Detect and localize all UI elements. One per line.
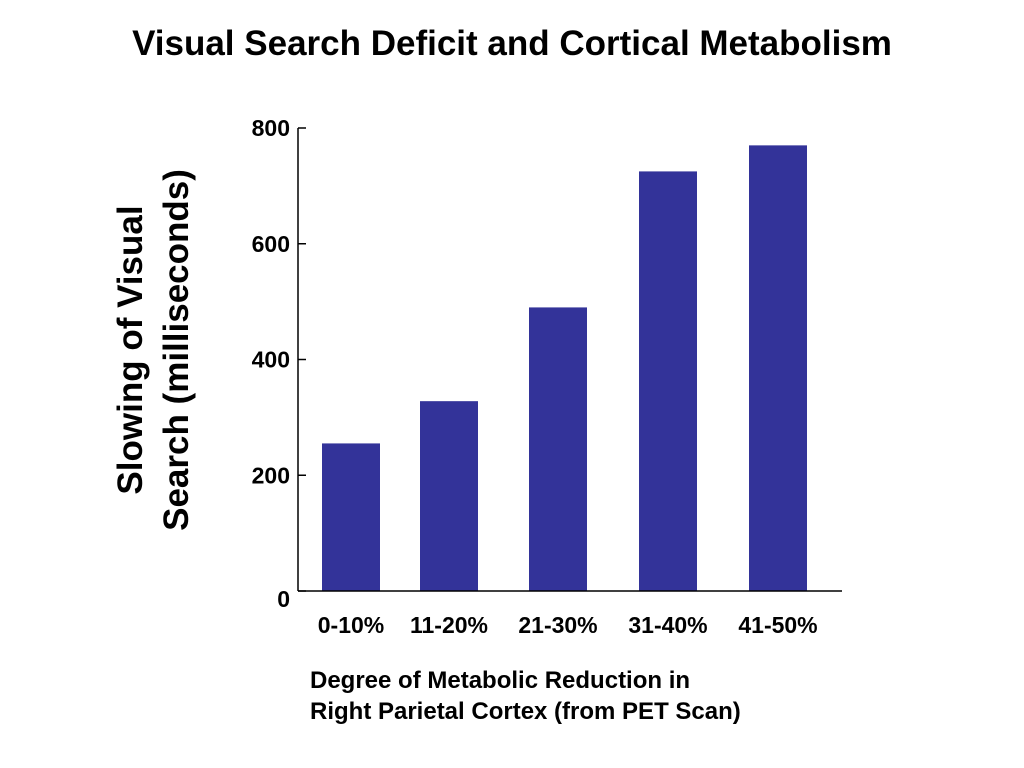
x-tick-label: 21-30% bbox=[518, 612, 597, 638]
x-axis-label: Degree of Metabolic Reduction in Right P… bbox=[310, 665, 741, 727]
y-tick-label: 600 bbox=[252, 231, 290, 257]
bar-41-50% bbox=[749, 145, 807, 592]
x-tick-label: 41-50% bbox=[738, 612, 817, 638]
x-tick-label: 31-40% bbox=[628, 612, 707, 638]
y-ticks-group: 0 200 400 600 800 bbox=[252, 115, 306, 612]
y-tick-label: 0 bbox=[277, 586, 290, 612]
bar-31-40% bbox=[639, 171, 697, 591]
bar-21-30% bbox=[529, 307, 587, 591]
y-tick-label: 400 bbox=[252, 347, 290, 373]
y-tick-label: 800 bbox=[252, 115, 290, 141]
chart-title: Visual Search Deficit and Cortical Metab… bbox=[132, 24, 892, 63]
x-axis-label-line-1: Degree of Metabolic Reduction in bbox=[310, 667, 691, 694]
x-tick-label: 0-10% bbox=[318, 612, 384, 638]
bars-group bbox=[322, 145, 807, 592]
x-ticks-group: 0-10% 11-20% 21-30% 31-40% 41-50% bbox=[318, 612, 818, 638]
bar-11-20% bbox=[420, 401, 478, 591]
x-tick-label: 11-20% bbox=[410, 612, 488, 638]
y-tick-label: 200 bbox=[252, 462, 290, 488]
x-axis-label-line-2: Right Parietal Cortex (from PET Scan) bbox=[310, 698, 741, 725]
bar-0-10% bbox=[322, 443, 380, 591]
